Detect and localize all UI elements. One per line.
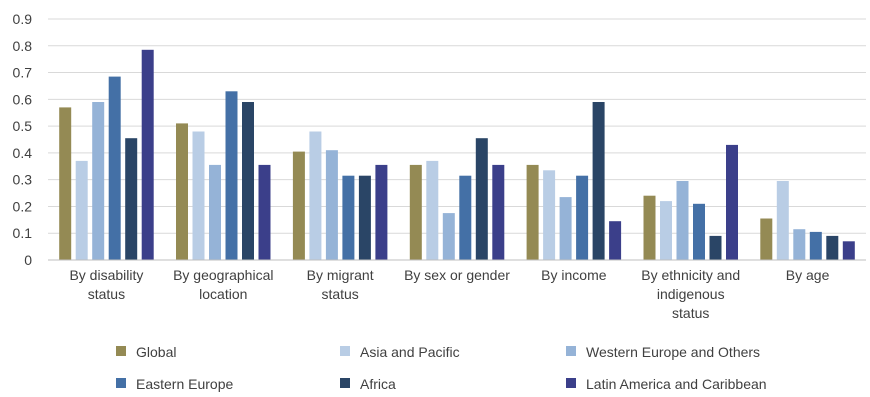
bar-eastern-europe (225, 91, 238, 260)
bar-eastern-europe (342, 175, 355, 260)
bar-africa (709, 235, 722, 260)
bar-global (760, 218, 773, 260)
bar-eastern-europe (576, 175, 589, 260)
legend-swatch (566, 378, 576, 388)
x-category-label: By geographical location (173, 267, 273, 302)
bar-western-europe-and-others (209, 164, 221, 260)
y-tick-label: 0.2 (13, 198, 33, 214)
bar-asia-and-pacific (660, 201, 672, 260)
bar-latin-america-and-caribbean (609, 221, 622, 260)
y-tick-label: 0.5 (13, 118, 33, 134)
y-tick-label: 0.8 (13, 38, 33, 54)
y-tick-label: 0 (24, 252, 32, 268)
x-category-label: By age (786, 267, 830, 283)
legend-label: Latin America and Caribbean (586, 376, 767, 392)
bar-latin-america-and-caribbean (842, 241, 855, 260)
bar-latin-america-and-caribbean (375, 164, 388, 260)
bar-global (59, 107, 72, 261)
x-category-label: By disability status (69, 267, 143, 302)
y-tick-label: 0.4 (13, 145, 33, 161)
bar-eastern-europe (108, 76, 121, 260)
y-tick-label: 0.7 (13, 65, 33, 81)
legend-item: Asia and Pacific (340, 344, 460, 360)
bar-western-europe-and-others (442, 213, 455, 260)
legend-item: Africa (340, 376, 396, 392)
legend-swatch (566, 346, 576, 356)
bar-asia-and-pacific (309, 131, 322, 260)
bar-western-europe-and-others (676, 181, 689, 260)
bar-africa (592, 102, 605, 260)
y-tick-label: 0.1 (13, 225, 33, 241)
x-category-label: By migrant status (307, 267, 374, 302)
legend-label: Global (136, 344, 176, 360)
bar-africa (475, 138, 488, 260)
legend-item: Eastern Europe (116, 376, 233, 392)
legend-swatch (116, 378, 126, 388)
bar-global (643, 195, 656, 260)
bar-western-europe-and-others (793, 229, 806, 260)
bar-latin-america-and-caribbean (141, 49, 154, 260)
x-category-label: By income (541, 267, 607, 283)
legend-swatch (340, 346, 350, 356)
x-category-label: By sex or gender (404, 267, 510, 283)
legend-label: Western Europe and Others (586, 344, 760, 360)
legend-label: Asia and Pacific (360, 344, 460, 360)
bar-western-europe-and-others (559, 197, 572, 260)
bar-asia-and-pacific (776, 181, 789, 260)
bar-western-europe-and-others (325, 150, 338, 260)
legend-label: Eastern Europe (136, 376, 233, 392)
bars (59, 49, 855, 261)
bar-asia-and-pacific (543, 170, 556, 260)
bar-asia-and-pacific (75, 160, 88, 260)
legend-swatch (116, 346, 126, 356)
bar-latin-america-and-caribbean (492, 164, 505, 260)
bar-global (409, 164, 422, 260)
bar-eastern-europe (809, 231, 822, 260)
gridlines (48, 18, 866, 234)
bar-asia-and-pacific (426, 160, 439, 260)
legend-item: Global (116, 344, 176, 360)
bar-africa (125, 138, 138, 260)
bar-africa (242, 102, 254, 260)
bar-eastern-europe (459, 175, 472, 260)
bar-global (176, 123, 188, 261)
legend-swatch (340, 378, 350, 388)
bar-africa (358, 175, 371, 260)
y-tick-label: 0.3 (13, 172, 33, 188)
y-axis-ticks: 0 0.1 0.2 0.3 0.4 0.5 0.6 0.7 0.8 0.9 (13, 11, 33, 268)
bar-asia-and-pacific (192, 131, 205, 260)
bar-western-europe-and-others (92, 102, 105, 260)
x-category-label: By ethnicity and indigenous status (641, 267, 740, 321)
bar-global (292, 151, 305, 260)
bar-africa (826, 235, 839, 260)
legend: Global Asia and Pacific Western Europe and… (116, 344, 767, 392)
x-axis-categories: By disability status By geographical locati… (69, 267, 829, 321)
legend-item: Latin America and Caribbean (566, 376, 767, 392)
bar-global (526, 164, 539, 260)
bar-eastern-europe (693, 203, 705, 260)
y-tick-label: 0.9 (13, 11, 33, 27)
legend-label: Africa (360, 376, 396, 392)
bar-latin-america-and-caribbean (258, 164, 271, 260)
bar-latin-america-and-caribbean (726, 144, 738, 260)
legend-item: Western Europe and Others (566, 344, 760, 360)
y-tick-label: 0.6 (13, 91, 33, 107)
